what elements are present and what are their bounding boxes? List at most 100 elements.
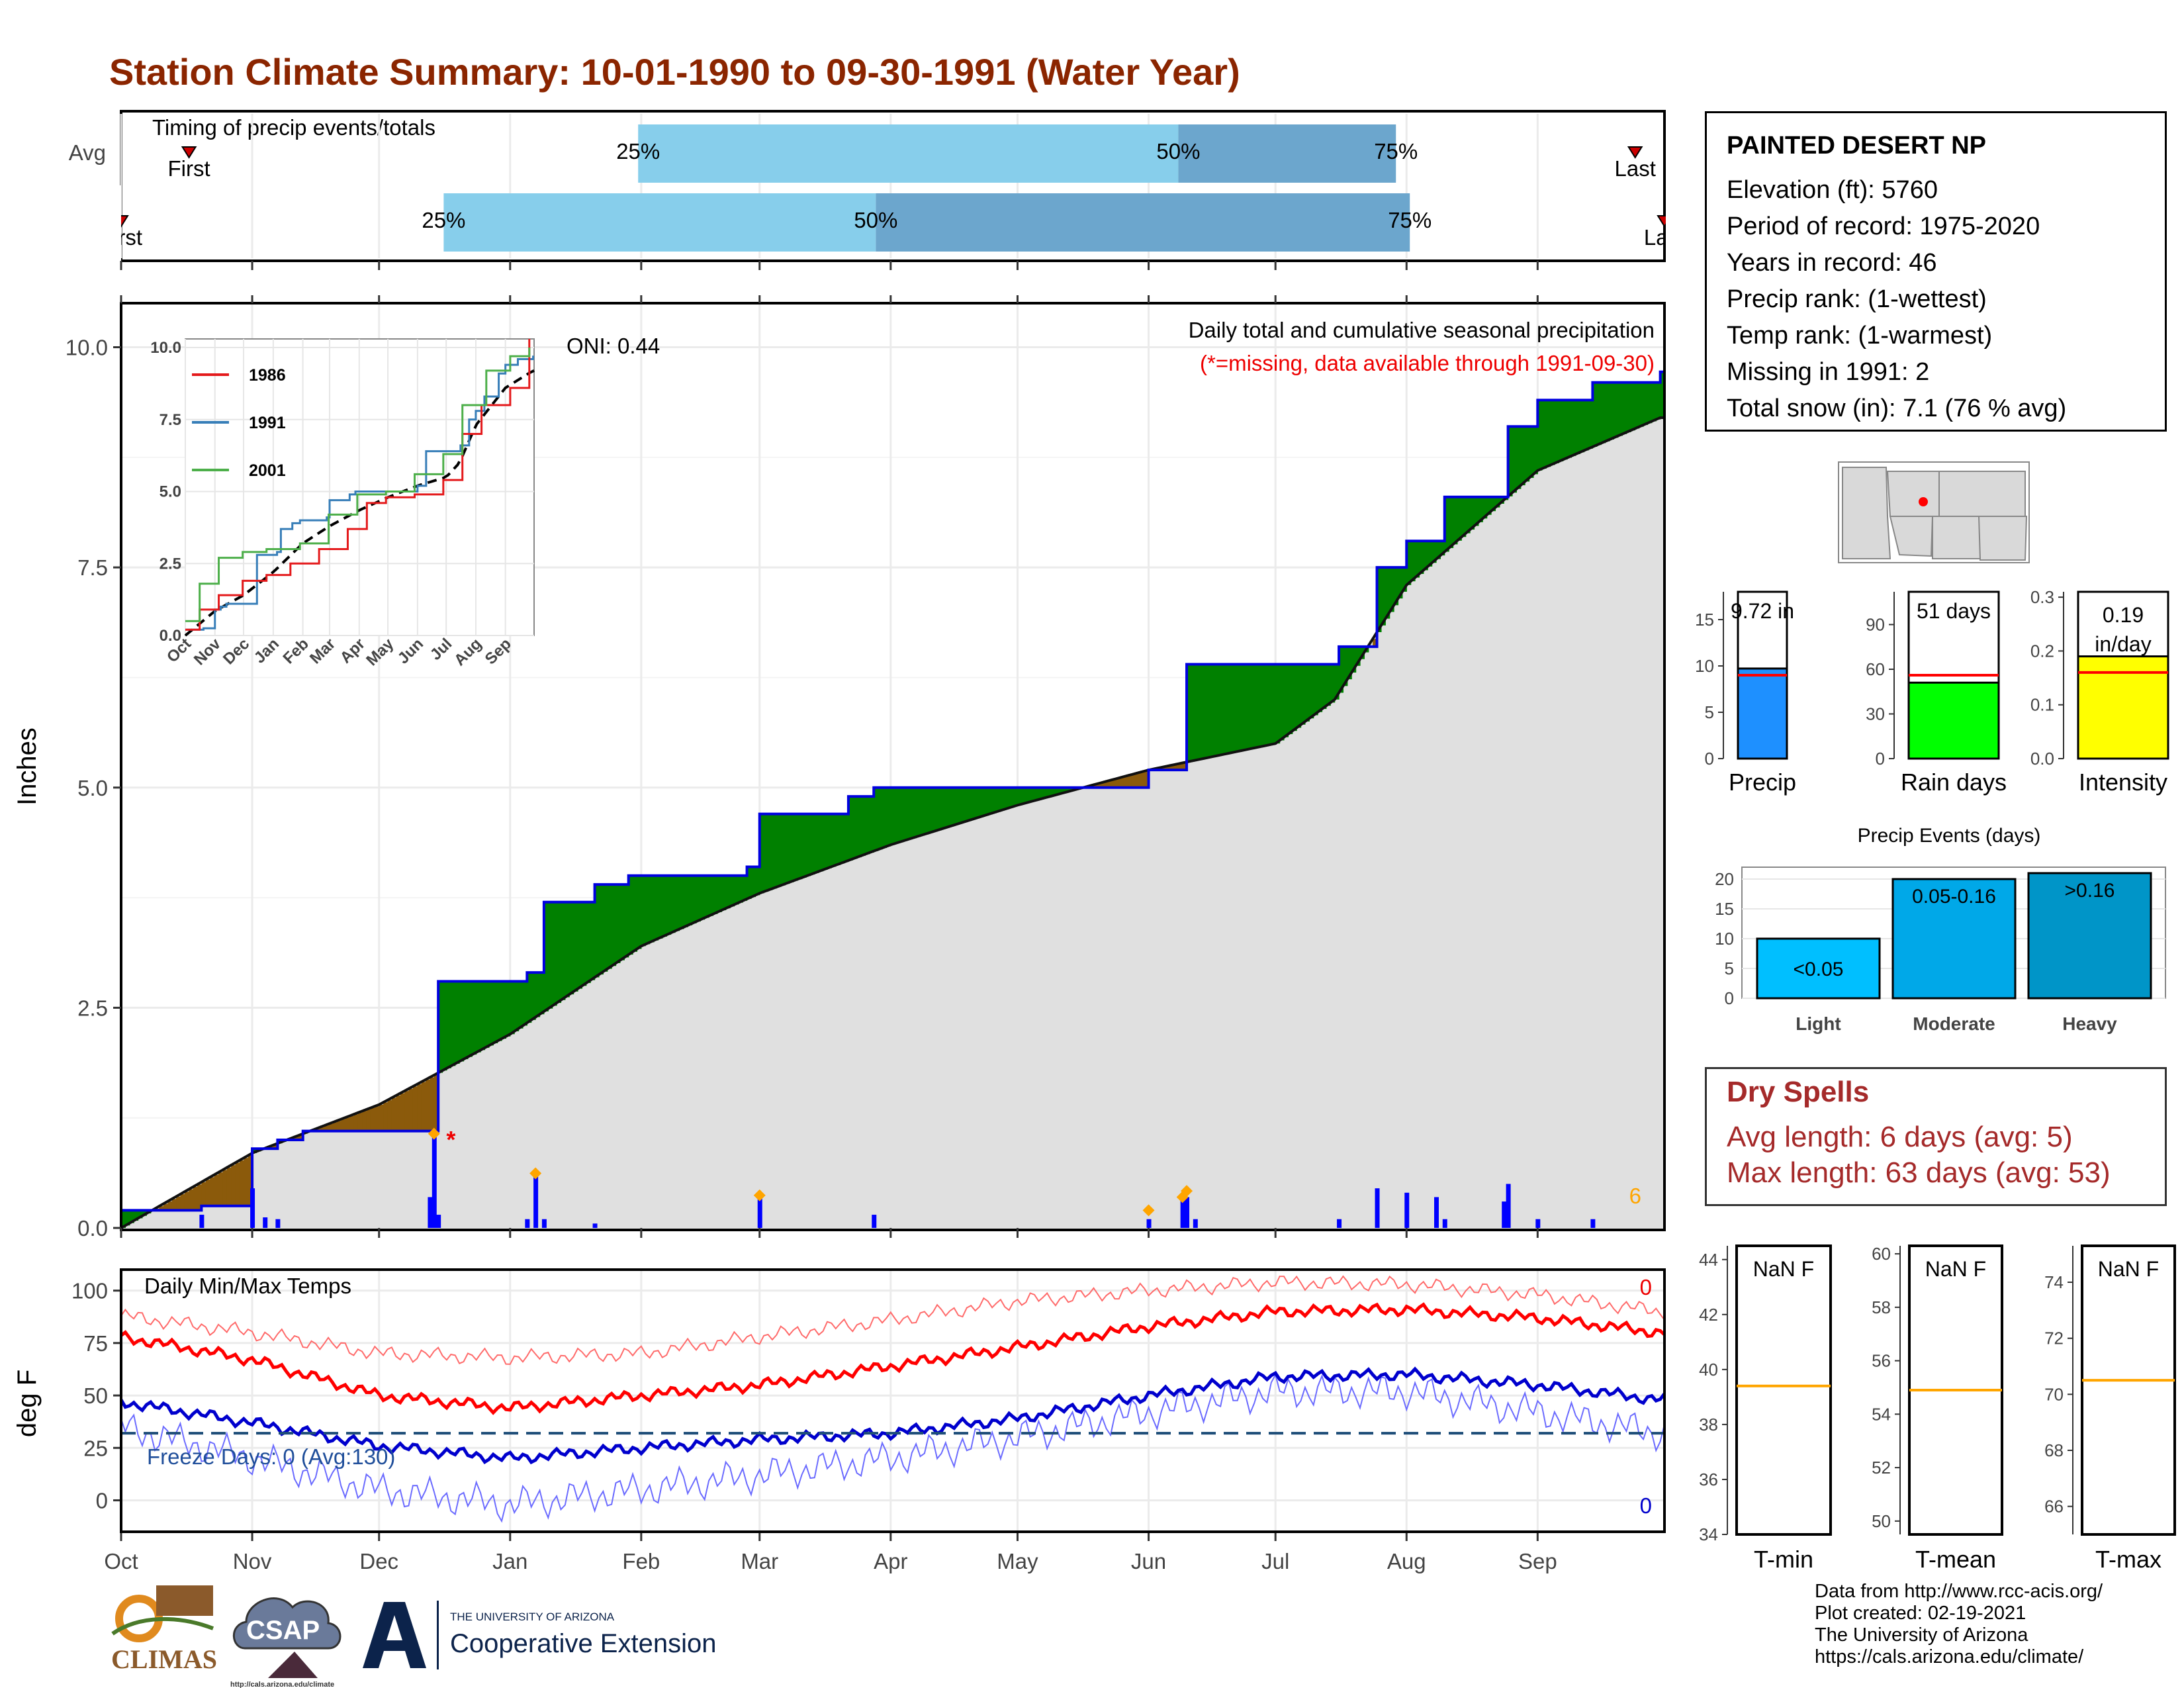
surplus-segment <box>1300 664 1306 725</box>
surplus-segment <box>1216 664 1221 756</box>
surplus-segment <box>488 981 494 1046</box>
surplus-segment <box>134 1210 139 1221</box>
timing-bar-25-50 <box>443 193 876 252</box>
average-cumulative-area <box>121 417 1664 1228</box>
snow-marker <box>1142 1204 1155 1217</box>
surplus-segment <box>793 814 798 881</box>
surplus-segment <box>1047 787 1052 798</box>
deficit-segment <box>1102 782 1107 788</box>
surplus-segment <box>493 981 498 1044</box>
deficit-segment <box>180 1194 185 1211</box>
surplus-segment <box>1051 787 1056 796</box>
min-count: 0 <box>1640 1493 1652 1518</box>
surplus-segment <box>975 787 980 819</box>
summary-bar-ytick-label: 0.1 <box>2030 695 2054 715</box>
surplus-segment <box>543 902 549 1011</box>
surplus-segment <box>861 796 866 856</box>
surplus-segment <box>878 787 883 850</box>
surplus-segment <box>924 787 929 835</box>
last-event-marker <box>1627 146 1643 159</box>
deficit-segment <box>1373 639 1378 647</box>
surplus-segment <box>916 787 921 837</box>
surplus-segment <box>1250 664 1255 749</box>
summary-bar-ytick-label: 0 <box>1705 749 1714 769</box>
daily-precip-bar <box>1375 1188 1380 1228</box>
surplus-segment <box>1596 382 1602 445</box>
surplus-segment <box>1030 787 1035 802</box>
deficit-segment <box>1097 783 1103 788</box>
surplus-segment <box>1609 382 1614 440</box>
inset-ytick-label: 7.5 <box>159 411 181 429</box>
surplus-segment <box>1038 787 1044 800</box>
record-max-line <box>120 1275 1665 1365</box>
surplus-segment <box>987 787 993 815</box>
surplus-segment <box>1453 496 1458 545</box>
deficit-segment <box>167 1201 173 1211</box>
surplus-segment <box>1601 382 1606 444</box>
deficit-segment <box>189 1189 194 1211</box>
surplus-segment <box>531 972 536 1020</box>
surplus-segment <box>129 1210 134 1223</box>
precip-ytick-label: 7.5 <box>77 555 108 580</box>
surplus-segment <box>1440 541 1445 556</box>
surplus-segment <box>598 884 604 975</box>
surplus-segment <box>1563 400 1568 460</box>
deficit-segment <box>430 1077 435 1131</box>
surplus-segment <box>1055 787 1060 795</box>
surplus-segment <box>827 814 832 868</box>
daily-precip-bar <box>757 1197 762 1228</box>
summary-bar-ytick-label: 15 <box>1695 610 1714 630</box>
temp-box-value: NaN F <box>2098 1257 2159 1281</box>
surplus-segment <box>1191 664 1196 761</box>
surplus-segment <box>561 902 566 1000</box>
surplus-segment <box>869 796 874 853</box>
surplus-segment <box>1410 541 1416 582</box>
surplus-segment <box>755 867 760 896</box>
inset-average-line <box>184 369 535 637</box>
surplus-segment <box>472 981 477 1055</box>
deficit-segment <box>1115 778 1120 788</box>
deficit-segment <box>248 1155 253 1206</box>
temp-ytick-label: 100 <box>71 1279 108 1303</box>
deficit-segment <box>159 1206 164 1211</box>
surplus-segment <box>467 981 473 1057</box>
surplus-segment <box>1212 664 1217 757</box>
surplus-segment <box>890 787 895 845</box>
cumulative-inset: 0.02.55.07.510.0OctNovDecJanFebMarAprMay… <box>150 338 535 669</box>
temp-ytick-label: 0 <box>96 1488 108 1513</box>
surplus-segment <box>1351 646 1357 673</box>
surplus-segment <box>1482 496 1488 519</box>
surplus-segment <box>442 981 447 1071</box>
surplus-segment <box>1444 496 1449 552</box>
events-ytick-label: 5 <box>1725 959 1734 978</box>
surplus-segment <box>895 787 900 844</box>
surplus-segment <box>1326 664 1331 706</box>
surplus-segment <box>1347 646 1352 680</box>
inset-series-2001 <box>185 348 531 622</box>
surplus-segment <box>1207 664 1212 758</box>
temp-xtick-label: Jan <box>492 1549 527 1573</box>
temp-xtick-label: Sep <box>1518 1549 1557 1573</box>
daily-precip-bar <box>432 1135 437 1228</box>
deficit-segment <box>353 1114 359 1131</box>
daily-precip-bar <box>1506 1184 1511 1228</box>
surplus-segment <box>1013 787 1019 807</box>
surplus-segment <box>971 787 976 820</box>
ua-small-text: THE UNIVERSITY OF ARIZONA <box>450 1611 615 1623</box>
surplus-segment <box>619 884 625 961</box>
deficit-segment <box>222 1170 228 1206</box>
deficit-segment <box>400 1093 405 1131</box>
surplus-segment <box>510 981 515 1035</box>
temp-xtick-label: Apr <box>874 1549 907 1573</box>
events-ytick-label: 20 <box>1715 869 1734 889</box>
surplus-segment <box>1647 382 1653 424</box>
daily-precip-bar <box>1502 1201 1507 1228</box>
surplus-segment <box>751 867 756 898</box>
surplus-segment <box>527 972 532 1023</box>
temp-panel-label: Daily Min/Max Temps <box>144 1274 351 1298</box>
temp-xtick-label: Jun <box>1131 1549 1166 1573</box>
surplus-segment <box>480 981 486 1051</box>
surplus-segment <box>590 902 596 980</box>
missing-data-marker: * <box>446 1126 455 1153</box>
events-category-label: Moderate <box>1913 1013 1995 1034</box>
